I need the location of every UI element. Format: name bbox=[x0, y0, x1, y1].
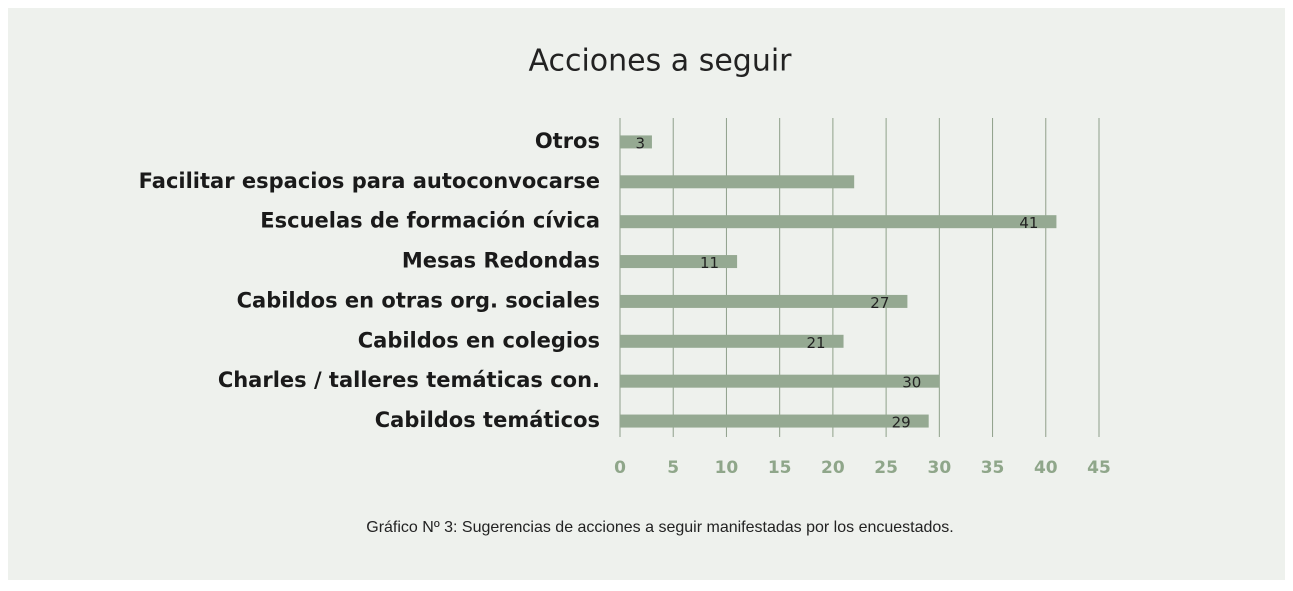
bar bbox=[620, 215, 1057, 229]
y-tick-label: Cabildos en otras org. sociales bbox=[237, 288, 600, 312]
y-tick-label: Cabildos temáticos bbox=[375, 408, 600, 432]
bar bbox=[620, 294, 908, 308]
y-tick-label: Charles / talleres temáticas con. bbox=[218, 368, 600, 392]
x-tick-label: 20 bbox=[821, 458, 845, 478]
x-tick-label: 5 bbox=[667, 458, 679, 478]
y-tick-label: Mesas Redondas bbox=[402, 249, 600, 273]
y-tick-label: Facilitar espacios para autoconvocarse bbox=[139, 169, 600, 193]
bar bbox=[620, 334, 844, 348]
x-tick-label: 45 bbox=[1087, 458, 1111, 478]
bar bbox=[620, 175, 855, 189]
bar bbox=[620, 374, 940, 388]
x-tick-label: 35 bbox=[981, 458, 1005, 478]
y-tick-label: Otros bbox=[535, 129, 600, 153]
chart-title: Acciones a seguir bbox=[528, 44, 792, 79]
x-tick-label: 25 bbox=[874, 458, 898, 478]
caption: Gráfico Nº 3: Sugerencias de acciones a … bbox=[366, 519, 954, 536]
data-label: 11 bbox=[700, 254, 719, 272]
data-label: 3 bbox=[635, 134, 645, 152]
bar bbox=[620, 414, 929, 428]
x-tick-label: 30 bbox=[927, 458, 951, 478]
x-tick-label: 10 bbox=[715, 458, 739, 478]
data-label: 29 bbox=[892, 414, 911, 432]
chart-background bbox=[8, 8, 1285, 580]
data-label: 41 bbox=[1019, 214, 1038, 232]
x-tick-label: 40 bbox=[1034, 458, 1058, 478]
data-label: 21 bbox=[806, 334, 825, 352]
x-tick-label: 0 bbox=[614, 458, 626, 478]
bar bbox=[620, 255, 738, 269]
x-tick-label: 15 bbox=[768, 458, 792, 478]
bar bbox=[620, 135, 652, 149]
data-label: 27 bbox=[870, 294, 889, 312]
data-label: 30 bbox=[902, 374, 921, 392]
y-tick-label: Cabildos en colegios bbox=[358, 328, 600, 352]
y-tick-label: Escuelas de formación cívica bbox=[260, 209, 600, 233]
